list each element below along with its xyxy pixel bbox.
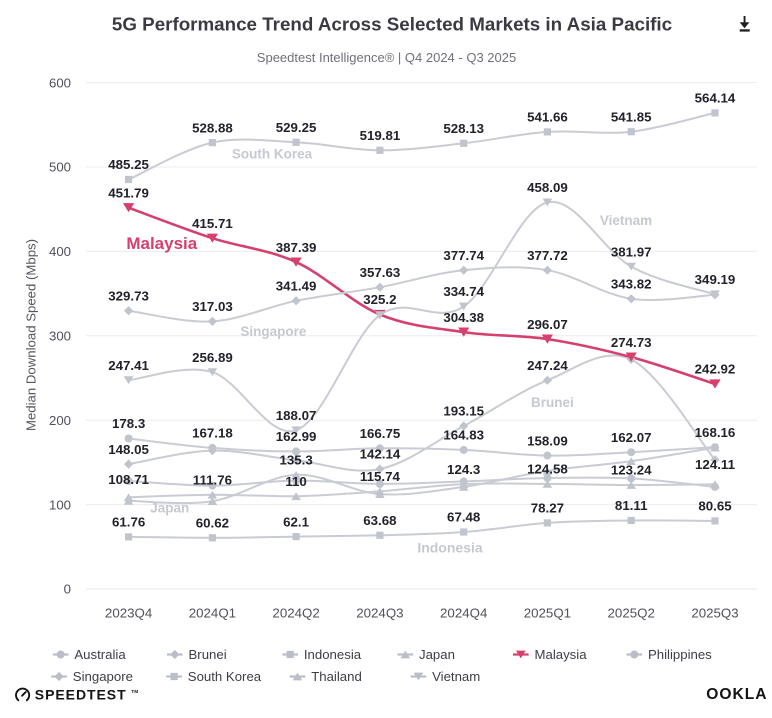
svg-text:400: 400 <box>49 244 71 259</box>
svg-text:458.09: 458.09 <box>527 180 568 195</box>
svg-text:Brunei: Brunei <box>531 395 574 410</box>
svg-text:Speedtest Intelligence® | Q4 2: Speedtest Intelligence® | Q4 2024 - Q3 2… <box>257 50 516 65</box>
svg-text:377.72: 377.72 <box>527 248 568 263</box>
svg-text:100: 100 <box>49 497 71 512</box>
svg-text:110: 110 <box>285 474 306 489</box>
svg-text:247.24: 247.24 <box>527 358 568 373</box>
svg-text:334.74: 334.74 <box>443 284 484 299</box>
svg-text:SPEEDTEST: SPEEDTEST <box>35 687 127 703</box>
svg-text:541.66: 541.66 <box>527 110 568 125</box>
svg-text:Brunei: Brunei <box>189 647 227 662</box>
svg-text:256.89: 256.89 <box>192 350 233 365</box>
svg-text:2023Q4: 2023Q4 <box>105 606 152 621</box>
svg-text:South Korea: South Korea <box>188 669 262 684</box>
svg-text:Vietnam: Vietnam <box>600 213 652 228</box>
svg-text:162.99: 162.99 <box>276 429 317 444</box>
svg-text:193.15: 193.15 <box>443 404 484 419</box>
svg-text:247.41: 247.41 <box>108 358 149 373</box>
svg-text:135.3: 135.3 <box>279 453 312 468</box>
svg-text:67.48: 67.48 <box>447 510 480 525</box>
svg-text:Australia: Australia <box>74 647 126 662</box>
svg-text:329.73: 329.73 <box>108 288 149 303</box>
svg-text:188.07: 188.07 <box>276 408 317 423</box>
svg-text:300: 300 <box>49 329 71 344</box>
svg-text:349.19: 349.19 <box>695 272 736 287</box>
svg-text:377.74: 377.74 <box>443 248 484 263</box>
svg-text:124.3: 124.3 <box>447 462 480 477</box>
svg-text:124.11: 124.11 <box>695 457 736 472</box>
svg-text:564.14: 564.14 <box>695 91 736 106</box>
svg-text:317.03: 317.03 <box>192 299 233 314</box>
svg-text:Indonesia: Indonesia <box>417 540 483 556</box>
svg-text:296.07: 296.07 <box>527 317 568 332</box>
svg-text:2024Q3: 2024Q3 <box>356 606 403 621</box>
svg-text:5G Performance Trend Across Se: 5G Performance Trend Across Selected Mar… <box>112 14 672 35</box>
svg-text:162.07: 162.07 <box>611 430 652 445</box>
svg-text:62.1: 62.1 <box>283 514 309 529</box>
svg-text:2024Q2: 2024Q2 <box>272 606 319 621</box>
svg-text:325.2: 325.2 <box>363 292 396 307</box>
svg-text:108.71: 108.71 <box>108 472 149 487</box>
svg-text:78.27: 78.27 <box>531 501 564 516</box>
svg-text:166.75: 166.75 <box>360 426 401 441</box>
svg-text:500: 500 <box>49 160 71 175</box>
svg-text:528.88: 528.88 <box>192 120 233 135</box>
svg-text:2025Q1: 2025Q1 <box>524 606 571 621</box>
svg-text:485.25: 485.25 <box>108 157 149 172</box>
svg-text:Thailand: Thailand <box>311 669 362 684</box>
svg-text:167.18: 167.18 <box>192 426 233 441</box>
svg-text:111.76: 111.76 <box>193 472 232 487</box>
svg-text:124.58: 124.58 <box>527 462 568 477</box>
svg-text:OOKLA: OOKLA <box>706 686 767 703</box>
svg-text:Japan: Japan <box>150 501 189 516</box>
svg-text:343.82: 343.82 <box>611 277 652 292</box>
svg-text:Japan: Japan <box>419 647 455 662</box>
svg-text:Median Download Speed (Mbps): Median Download Speed (Mbps) <box>24 239 39 431</box>
svg-text:2024Q1: 2024Q1 <box>189 606 236 621</box>
svg-text:80.65: 80.65 <box>698 499 732 514</box>
svg-text:63.68: 63.68 <box>363 513 396 528</box>
svg-text:81.11: 81.11 <box>615 498 648 513</box>
svg-text:TM: TM <box>131 689 138 695</box>
svg-text:341.49: 341.49 <box>276 279 317 294</box>
svg-text:123.24: 123.24 <box>611 463 652 478</box>
svg-text:Singapore: Singapore <box>240 324 307 339</box>
svg-text:Singapore: Singapore <box>73 669 133 684</box>
svg-text:200: 200 <box>49 413 71 428</box>
svg-text:381.97: 381.97 <box>611 244 652 259</box>
svg-text:115.74: 115.74 <box>360 469 401 484</box>
svg-text:541.85: 541.85 <box>611 109 652 124</box>
svg-text:529.25: 529.25 <box>276 120 317 135</box>
svg-text:357.63: 357.63 <box>360 265 401 280</box>
svg-text:168.16: 168.16 <box>695 425 736 440</box>
svg-text:0: 0 <box>64 582 71 597</box>
svg-text:600: 600 <box>49 75 71 90</box>
svg-text:60.62: 60.62 <box>196 516 229 531</box>
svg-text:148.05: 148.05 <box>108 442 149 457</box>
svg-text:415.71: 415.71 <box>192 216 233 231</box>
svg-text:387.39: 387.39 <box>276 240 317 255</box>
svg-text:158.09: 158.09 <box>527 433 568 448</box>
svg-text:2025Q3: 2025Q3 <box>691 606 738 621</box>
svg-text:61.76: 61.76 <box>112 515 145 530</box>
svg-text:451.79: 451.79 <box>108 185 149 200</box>
svg-text:Malaysia: Malaysia <box>535 647 588 662</box>
svg-text:Philippines: Philippines <box>648 647 712 662</box>
svg-text:2025Q2: 2025Q2 <box>608 606 655 621</box>
svg-text:South Korea: South Korea <box>232 147 313 162</box>
svg-text:Vietnam: Vietnam <box>432 669 480 684</box>
svg-text:242.92: 242.92 <box>695 362 736 377</box>
svg-text:304.38: 304.38 <box>443 310 484 325</box>
svg-text:528.13: 528.13 <box>443 121 484 136</box>
svg-text:519.81: 519.81 <box>360 128 401 143</box>
svg-text:2024Q4: 2024Q4 <box>440 606 487 621</box>
svg-text:164.83: 164.83 <box>443 428 484 443</box>
svg-text:274.73: 274.73 <box>611 335 652 350</box>
svg-text:Malaysia: Malaysia <box>126 234 197 253</box>
svg-text:Indonesia: Indonesia <box>304 647 362 662</box>
svg-text:178.3: 178.3 <box>112 416 145 431</box>
svg-text:142.14: 142.14 <box>360 447 401 462</box>
